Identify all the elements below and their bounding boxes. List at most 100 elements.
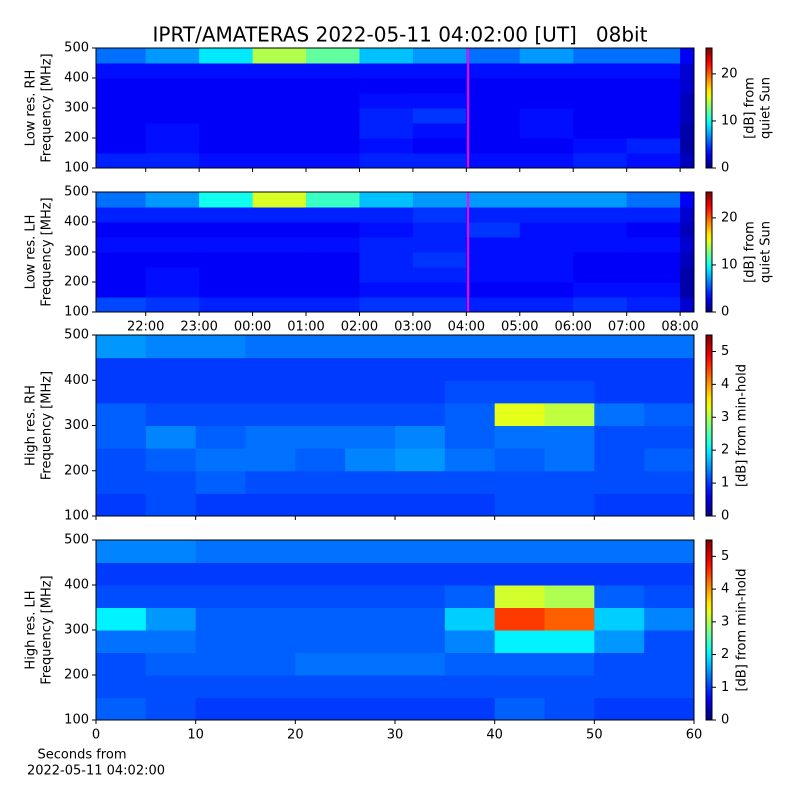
cell: [245, 607, 296, 631]
cell: [359, 267, 414, 283]
cell: [466, 222, 521, 238]
colorbar-tick-label: 2: [721, 647, 729, 662]
cell: [359, 222, 414, 238]
cell: [594, 335, 645, 359]
cell: [594, 357, 645, 381]
y-axis-label: Low res. LH: [24, 215, 39, 290]
cell: [359, 138, 414, 154]
cell: [96, 357, 147, 381]
colorbar-tick-label: 20: [721, 210, 738, 225]
cell: [359, 63, 414, 79]
colorbar-tick-label: 0: [721, 713, 729, 728]
cell: [544, 697, 595, 720]
cell: [145, 493, 197, 516]
cell: [345, 470, 396, 494]
cell: [573, 123, 628, 139]
cell: [199, 123, 254, 139]
cell: [96, 470, 147, 494]
cell: [96, 540, 147, 563]
cell: [145, 138, 200, 154]
cell: [195, 630, 246, 653]
cell: [145, 380, 197, 404]
cell: [594, 607, 645, 631]
cell: [626, 252, 681, 268]
cell: [195, 607, 246, 631]
cell: [145, 282, 200, 298]
cell: [96, 78, 147, 94]
cell: [295, 380, 346, 404]
cell: [145, 675, 197, 698]
colorbar-label: [dB] from: [743, 221, 758, 283]
cell: [644, 540, 694, 563]
cell: [145, 267, 200, 283]
cell: [626, 207, 681, 223]
cell: [680, 108, 694, 124]
cell: [295, 493, 346, 516]
cell: [96, 192, 147, 208]
cell: [573, 207, 628, 223]
cell: [544, 448, 595, 472]
cell: [680, 282, 694, 298]
cell: [680, 252, 694, 268]
cell: [252, 78, 307, 94]
cell: [295, 607, 346, 631]
cell: [594, 585, 645, 608]
cell: [626, 153, 681, 168]
cell: [96, 562, 147, 586]
cell: [195, 540, 246, 563]
cell: [96, 697, 147, 720]
cell: [573, 297, 628, 312]
cell: [444, 493, 496, 516]
cell: [145, 123, 200, 139]
x-tick-label: 03:00: [394, 320, 431, 335]
cell: [626, 63, 681, 79]
cell: [96, 222, 147, 238]
x-tick-label: 22:00: [127, 320, 164, 335]
cell: [573, 138, 628, 154]
cell: [96, 448, 147, 472]
cell: [96, 297, 147, 312]
cell: [544, 425, 595, 449]
colorbar-label: [dB] from min-hold: [735, 568, 750, 691]
cell: [195, 402, 246, 426]
cell: [359, 237, 414, 253]
y-axis-label: High res. RH: [24, 385, 39, 466]
cell: [199, 93, 254, 109]
cell: [466, 252, 521, 268]
cell: [306, 123, 360, 139]
cell: [412, 123, 467, 139]
cell: [594, 402, 645, 426]
y-tick-label: 100: [64, 161, 89, 176]
cell: [345, 448, 396, 472]
cell: [295, 585, 346, 608]
cell: [680, 192, 694, 208]
cell: [412, 252, 467, 268]
cell: [345, 357, 396, 381]
cell: [195, 470, 246, 494]
cell: [680, 297, 694, 312]
x-tick-label: 02:00: [341, 320, 378, 335]
cell: [519, 48, 574, 64]
cell: [680, 207, 694, 223]
cell: [544, 585, 595, 608]
cell: [345, 335, 396, 359]
cell: [544, 357, 595, 381]
cell: [395, 562, 446, 586]
cell: [519, 207, 574, 223]
colorbar-tick-label: 0: [721, 161, 729, 176]
cell: [573, 282, 628, 298]
cell: [252, 252, 307, 268]
cell: [644, 493, 694, 516]
cell: [145, 108, 200, 124]
cell: [395, 448, 446, 472]
x-tick-label: 10: [187, 728, 204, 743]
cell: [252, 108, 307, 124]
cell: [195, 652, 246, 676]
cell: [626, 237, 681, 253]
cell: [544, 675, 595, 698]
cell: [412, 138, 467, 154]
cell: [494, 493, 545, 516]
cell: [412, 192, 467, 208]
cell: [680, 78, 694, 94]
cell: [145, 335, 197, 359]
